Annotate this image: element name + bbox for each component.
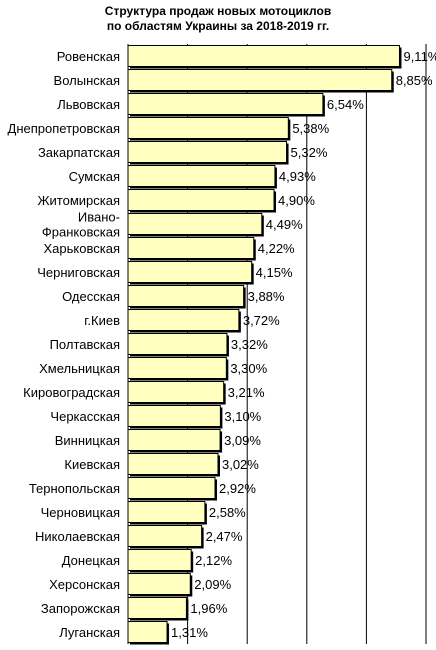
value-label: 3,72%	[243, 313, 280, 328]
category-label: Волынская	[54, 73, 120, 88]
value-label: 4,15%	[256, 265, 293, 280]
value-label: 1,31%	[171, 625, 208, 640]
category-label: Запорожская	[41, 601, 120, 616]
category-label: Винницкая	[55, 433, 120, 448]
value-label: 4,93%	[279, 169, 316, 184]
category-label: Закарпатская	[38, 145, 120, 160]
value-label: 2,47%	[206, 529, 243, 544]
value-label: 4,49%	[266, 217, 303, 232]
category-label: Луганская	[59, 625, 120, 640]
value-label: 2,58%	[209, 505, 246, 520]
bar	[127, 261, 253, 283]
category-label: Днепропетровская	[8, 121, 120, 136]
value-label: 8,85%	[396, 73, 433, 88]
value-label: 3,30%	[230, 361, 267, 376]
bar	[127, 621, 168, 643]
value-label: 3,09%	[224, 433, 261, 448]
value-label: 2,09%	[194, 577, 231, 592]
category-label: Херсонская	[49, 577, 120, 592]
value-label: 3,02%	[222, 457, 259, 472]
category-label: Черниговская	[37, 265, 120, 280]
bar	[127, 573, 191, 595]
value-label: 3,32%	[231, 337, 268, 352]
bar	[127, 597, 187, 619]
bar	[127, 45, 400, 67]
value-label: 5,38%	[292, 121, 329, 136]
value-label: 3,88%	[248, 289, 285, 304]
bar	[127, 381, 225, 403]
bar	[127, 357, 227, 379]
value-label: 4,90%	[278, 193, 315, 208]
bar	[127, 333, 228, 355]
category-label: Киевская	[64, 457, 120, 472]
category-label: Кировоградская	[23, 385, 120, 400]
category-label: Черновицкая	[41, 505, 120, 520]
bar	[127, 69, 393, 91]
value-label: 2,92%	[219, 481, 256, 496]
chart-title-line-2: по областям Украины за 2018-2019 гг.	[106, 19, 330, 33]
bar	[127, 477, 216, 499]
value-label: 5,32%	[291, 145, 328, 160]
bar	[127, 213, 263, 235]
category-label: Хмельницкая	[39, 361, 120, 376]
category-label: Сумская	[69, 169, 120, 184]
category-label: Ивано-Франковская	[42, 210, 120, 240]
bar	[127, 501, 206, 523]
category-label: Львовская	[57, 97, 120, 112]
bar	[127, 525, 203, 547]
category-label: Одесская	[62, 289, 120, 304]
category-label: Харьковская	[44, 241, 120, 256]
value-label: 3,10%	[224, 409, 261, 424]
bar	[127, 237, 255, 259]
value-label: 1,96%	[190, 601, 227, 616]
bar	[127, 165, 276, 187]
bar	[127, 117, 289, 139]
chart-title-line-1: Структура продаж новых мотоциклов	[104, 4, 332, 18]
category-label: Донецкая	[62, 553, 120, 568]
category-label: г.Киев	[84, 313, 120, 328]
value-label: 6,54%	[327, 97, 364, 112]
bar	[127, 429, 221, 451]
category-label: Полтавская	[50, 337, 120, 352]
value-label: 9,11%	[403, 49, 436, 64]
value-label: 4,22%	[258, 241, 295, 256]
category-label: Николаевская	[35, 529, 120, 544]
value-label: 2,12%	[195, 553, 232, 568]
chart-title: Структура продаж новых мотоциклов по обл…	[0, 4, 436, 34]
bar	[127, 405, 221, 427]
bar	[127, 189, 275, 211]
bar	[127, 141, 288, 163]
bar	[127, 549, 192, 571]
category-label: Тернопольская	[29, 481, 120, 496]
value-label: 3,21%	[228, 385, 265, 400]
bar	[127, 309, 240, 331]
category-label: Черкасская	[50, 409, 120, 424]
category-label: Житомирская	[38, 193, 120, 208]
bar	[127, 453, 219, 475]
bar	[127, 93, 324, 115]
category-label: Ровенская	[57, 49, 120, 64]
bar	[127, 285, 245, 307]
